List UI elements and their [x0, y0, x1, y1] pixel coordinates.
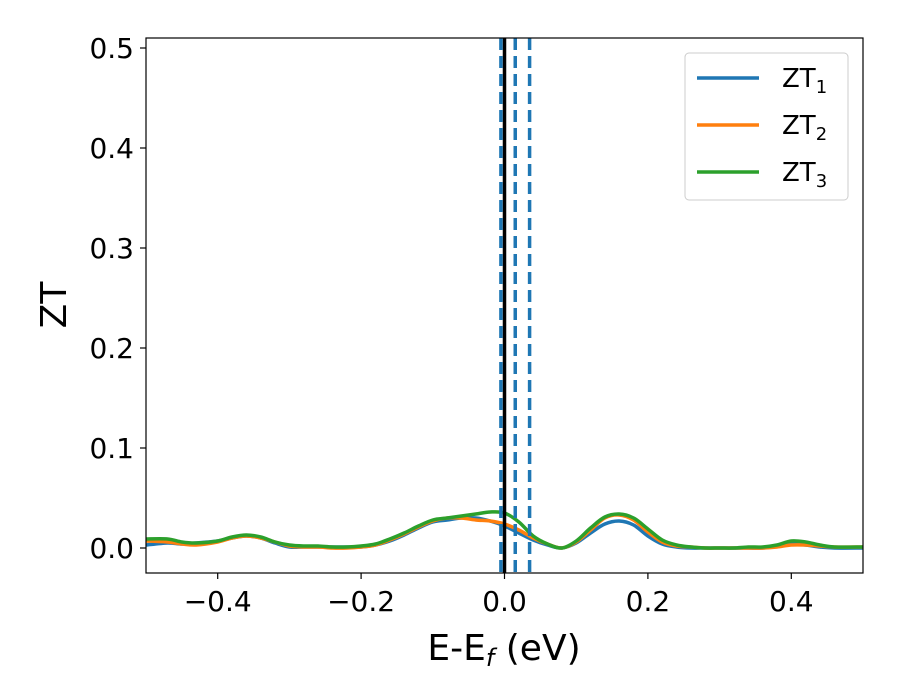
y-tick-label: 0.5	[89, 32, 134, 65]
x-tick-label: −0.2	[327, 585, 395, 618]
x-tick-label: 0.4	[769, 585, 814, 618]
y-tick-label: 0.0	[89, 532, 134, 565]
vertical-lines-layer	[499, 38, 532, 573]
x-tick-label: −0.4	[184, 585, 252, 618]
x-axis-label: E-Ef (eV)	[427, 628, 580, 672]
x-tick-label: 0.0	[482, 585, 527, 618]
y-ticks: 0.0 0.1 0.2 0.3 0.4 0.5	[89, 32, 146, 565]
legend: ZT1 ZT2 ZT3	[684, 52, 849, 201]
x-tick-label: 0.2	[626, 585, 671, 618]
legend-box	[684, 52, 849, 201]
x-ticks: −0.4 −0.2 0.0 0.2 0.4	[184, 573, 814, 618]
y-tick-label: 0.1	[89, 432, 134, 465]
legend-label-3: ZT3	[782, 158, 827, 192]
legend-items: ZT1 ZT2 ZT3	[697, 64, 827, 192]
legend-label-1: ZT1	[782, 64, 827, 98]
legend-label-2: ZT2	[782, 111, 827, 145]
y-tick-label: 0.2	[89, 332, 134, 365]
y-axis-label: ZT	[34, 281, 75, 329]
y-tick-label: 0.3	[89, 232, 134, 265]
y-tick-label: 0.4	[89, 132, 134, 165]
